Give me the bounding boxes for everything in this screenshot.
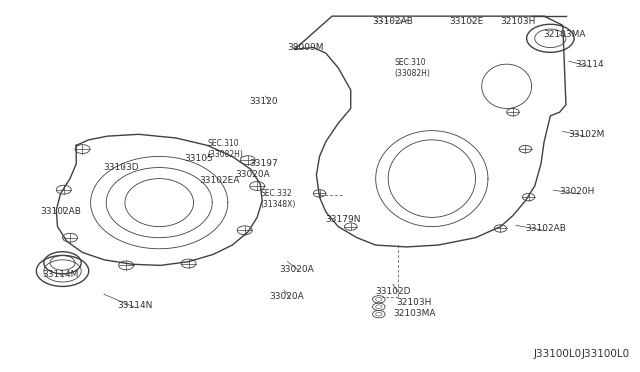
Text: 32103MA: 32103MA (543, 30, 586, 39)
Text: 33103D: 33103D (104, 163, 140, 172)
Text: 33197: 33197 (250, 159, 278, 169)
Text: 33102AB: 33102AB (372, 17, 413, 26)
Text: 38009M: 38009M (287, 43, 324, 52)
Text: 33102M: 33102M (568, 130, 604, 139)
Text: 33102EA: 33102EA (200, 176, 240, 185)
Text: J33100L0: J33100L0 (533, 349, 582, 359)
Text: 33020A: 33020A (269, 292, 305, 301)
Text: 33102AB: 33102AB (40, 207, 81, 217)
Text: 33114M: 33114M (42, 270, 78, 279)
Text: 33102E: 33102E (449, 17, 484, 26)
Text: 32103H: 32103H (396, 298, 431, 307)
Text: SEC.332
(31348X): SEC.332 (31348X) (260, 189, 296, 209)
Text: 32103MA: 32103MA (393, 309, 436, 318)
Text: 33114: 33114 (575, 60, 604, 69)
Text: 33102D: 33102D (376, 287, 411, 296)
Text: 33179N: 33179N (326, 215, 361, 224)
Text: SEC.310
(33082H): SEC.310 (33082H) (394, 58, 430, 77)
Text: 33020A: 33020A (236, 170, 270, 179)
Text: SEC.310
(33082H): SEC.310 (33082H) (207, 140, 243, 159)
Text: 33102AB: 33102AB (525, 224, 566, 233)
Text: 33120: 33120 (249, 97, 278, 106)
Text: J33100L0: J33100L0 (582, 349, 630, 359)
Text: 33020H: 33020H (560, 187, 595, 196)
Text: 33020A: 33020A (279, 264, 314, 273)
Text: 32103H: 32103H (500, 17, 536, 26)
Text: 33105: 33105 (184, 154, 213, 163)
Text: 33114N: 33114N (116, 301, 152, 311)
